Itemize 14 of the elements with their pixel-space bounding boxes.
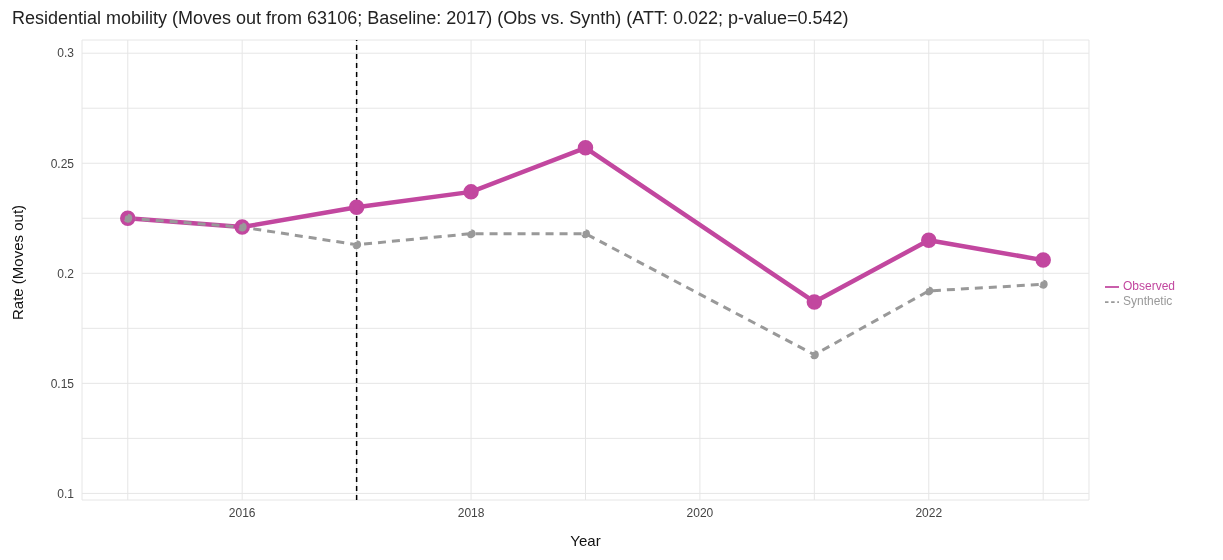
y-tick-label: 0.3 [57, 46, 75, 61]
y-tick-label: 0.15 [50, 376, 75, 391]
x-tick-label: 2018 [457, 505, 485, 520]
y-tick-label: 0.25 [50, 156, 75, 171]
legend-label: Observed [1122, 279, 1175, 294]
x-tick-label: 2022 [915, 505, 943, 520]
y-axis-title: Rate (Moves out) [9, 204, 27, 320]
y-tick-label: 0.1 [57, 486, 75, 501]
y-tick-label: 0.2 [57, 266, 75, 281]
x-axis-title: Year [570, 532, 601, 549]
legend-label: Synthetic [1122, 294, 1173, 308]
x-tick-label: 2016 [228, 505, 256, 520]
x-tick-label: 2020 [686, 505, 714, 520]
chart-title: Residential mobility (Moves out from 63106; Baseline: 2017) (Obs vs. Synth) (ATT: 0.022; p-value=0.542) [11, 8, 850, 30]
